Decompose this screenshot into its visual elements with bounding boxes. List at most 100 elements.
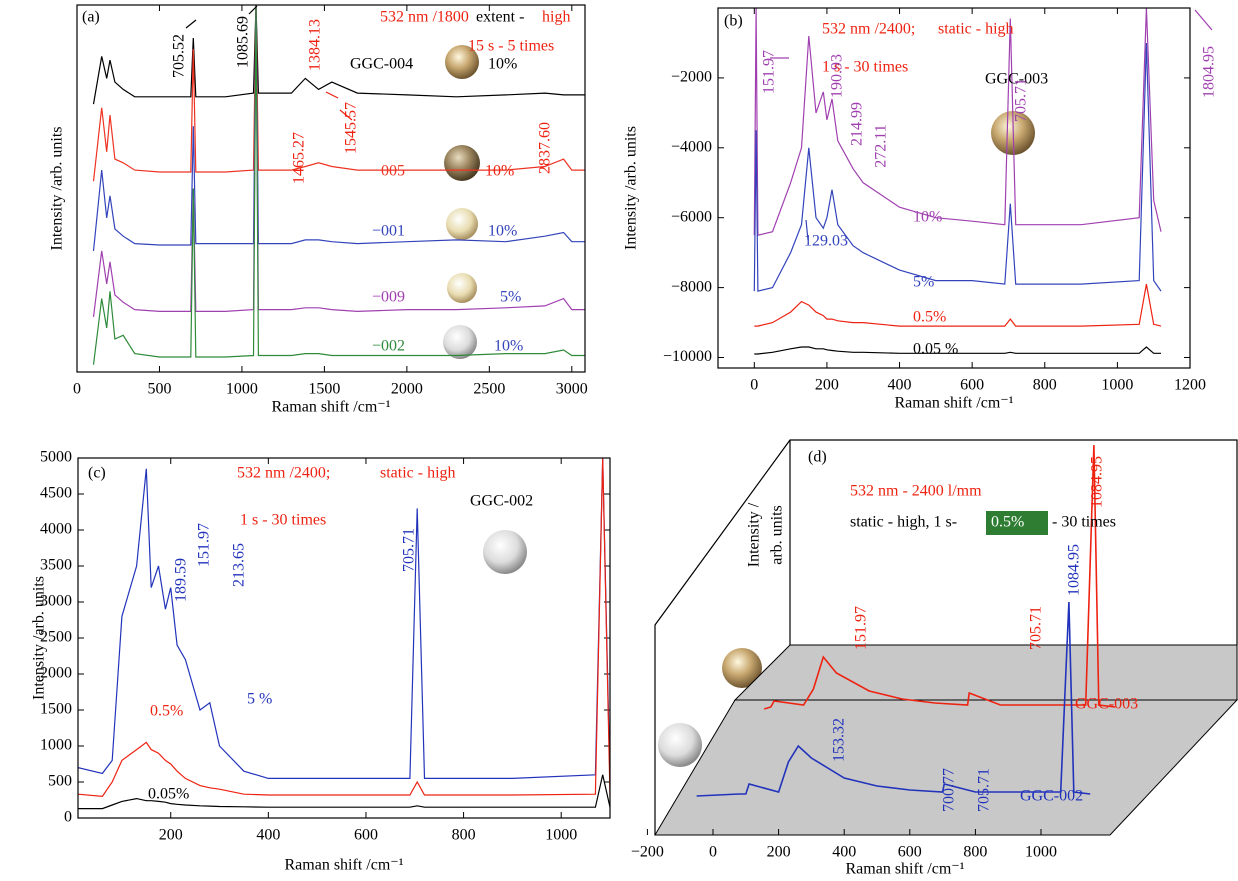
y-tick-label: −6000 (671, 208, 712, 225)
annotation: 1085.69 (235, 16, 252, 68)
x-tick-label: 200 (159, 827, 183, 844)
spectrum (754, 346, 1161, 355)
y-tick-label: 4000 (40, 521, 72, 538)
x-tick-label: 1000 (1101, 377, 1133, 394)
pearl (658, 723, 702, 767)
annotation: 214.99 (849, 102, 866, 146)
plane (654, 699, 1238, 836)
pearl (722, 648, 762, 688)
panel-label: (b) (724, 13, 743, 30)
panel-label: (d) (808, 449, 827, 466)
y-tick-label: −2000 (671, 69, 712, 86)
annotation: 2837.60 (537, 122, 554, 174)
arrow (325, 91, 339, 99)
spectrum (78, 457, 610, 783)
series-label: 10% (913, 209, 942, 226)
y-axis-title: Intensity / (746, 502, 763, 567)
y-tick-label: 4500 (40, 485, 72, 502)
frame (654, 439, 1238, 835)
spectrum (753, 42, 1162, 292)
annotation: 0.5% (991, 514, 1024, 531)
x-tick-label: 600 (898, 844, 922, 861)
annotation: 532 nm - 2400 l/mm (850, 483, 982, 500)
series-label: 0.05% (148, 786, 189, 803)
pearl (446, 208, 478, 240)
x-tick-label: 0 (73, 381, 81, 398)
plot-frame (77, 457, 611, 819)
annotation: 10% (485, 163, 514, 180)
annotation: GGC-003 (985, 71, 1048, 88)
x-tick-label: 400 (888, 377, 912, 394)
annotation: 705.71 (1013, 78, 1030, 122)
annotation: static - high (938, 21, 1014, 38)
pearl (447, 273, 477, 303)
annotation: 1084.95 (1089, 456, 1106, 508)
pearl (443, 325, 477, 359)
annotation: 1084.95 (1066, 544, 1083, 596)
x-tick-label: 3000 (556, 381, 588, 398)
annotation: static - high, 1 s- (850, 514, 957, 531)
spectrum (696, 601, 1091, 797)
x-tick-label: 800 (963, 844, 987, 861)
y-tick-label: 1500 (40, 701, 72, 718)
x-tick-label: 600 (354, 827, 378, 844)
annotation: 1 s - 30 times (822, 59, 908, 76)
panel-label: (a) (82, 9, 100, 26)
annotation: 190.93 (829, 54, 846, 98)
x-tick-label: 1200 (1174, 377, 1206, 394)
highlight-box (986, 511, 1048, 535)
x-tick-label: 400 (832, 844, 856, 861)
y-tick-label: 500 (48, 773, 72, 790)
annotation: 15 s - 5 times (468, 38, 554, 55)
annotation: 705.71 (976, 768, 993, 812)
y-tick-label: 0 (64, 809, 72, 826)
spectrum (754, 283, 1162, 327)
x-tick-label: 2000 (391, 381, 423, 398)
x-tick-label: 600 (960, 377, 984, 394)
spectrum (78, 457, 610, 798)
y-tick-label: 3000 (40, 593, 72, 610)
arrow (1194, 9, 1213, 31)
x-tick-label: 400 (256, 827, 280, 844)
y-tick-label: 5000 (40, 449, 72, 466)
x-tick-label: 200 (815, 377, 839, 394)
y-tick-label: −8000 (671, 278, 712, 295)
x-axis-title: Raman shift /cm⁻¹ (846, 861, 965, 878)
series-label: −001 (372, 223, 405, 240)
spectrum (763, 444, 1116, 710)
annotation: extent - (476, 9, 524, 26)
annotation: 213.65 (231, 543, 248, 587)
y-axis-title: Intensity /arb. units (31, 576, 48, 700)
annotation: - 30 times (1052, 514, 1116, 531)
series-label: GGC-004 (350, 56, 413, 73)
annotation: GGC-002 (470, 493, 533, 510)
annotation: 151.97 (761, 50, 778, 94)
x-axis-title: Raman shift /cm⁻¹ (272, 399, 391, 416)
spectrum (92, 4, 585, 182)
panel-label: (c) (88, 465, 106, 482)
y-tick-label: 2500 (40, 629, 72, 646)
annotation: 532 nm /1800 (380, 9, 469, 26)
x-tick-label: 0 (750, 377, 758, 394)
annotation: 1 s - 30 times (240, 512, 326, 529)
x-tick-label: 1500 (308, 381, 340, 398)
series-label: GGC-003 (1075, 696, 1138, 713)
y-axis-title: Intensity /arb. units (623, 126, 640, 250)
plane (733, 644, 1238, 701)
spectrum (753, 7, 1162, 236)
annotation: 532 nm /2400; (822, 21, 915, 38)
spectrum (78, 774, 610, 810)
arrow (248, 5, 258, 15)
y-tick-label: −4000 (671, 138, 712, 155)
annotation: 705.52 (171, 34, 188, 78)
series-label: GGC-002 (1020, 788, 1083, 805)
x-axis-title: Raman shift /cm⁻¹ (895, 395, 1014, 412)
pearl (483, 530, 527, 574)
pearls (443, 45, 1035, 767)
x-tick-label: 800 (1033, 377, 1057, 394)
frame-3d (654, 439, 1238, 835)
annotation: 532 nm /2400; (237, 465, 330, 482)
series-label: −009 (372, 289, 405, 306)
annotation: 151.97 (196, 523, 213, 567)
annotation: 153.32 (831, 718, 848, 762)
